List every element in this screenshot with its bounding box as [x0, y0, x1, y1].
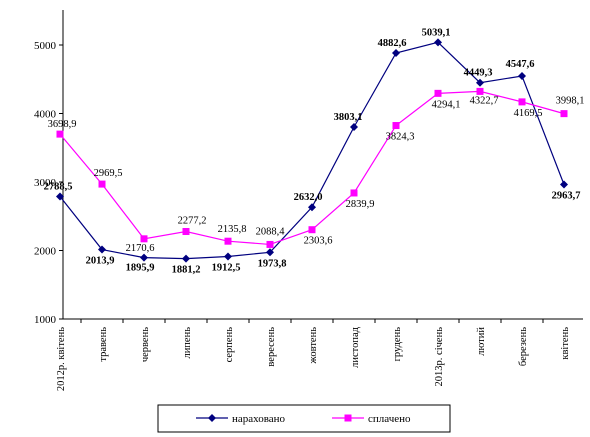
point-accrued — [308, 203, 316, 212]
point-paid — [434, 89, 442, 97]
data-label-paid: 4294,1 — [432, 99, 461, 110]
data-labels: 2788,5 2013,9 1895,9 1881,2 1912,5 1973,8 2632… — [44, 27, 585, 275]
point-accrued — [476, 78, 484, 87]
y-tick-label: 5000 — [34, 40, 57, 52]
data-label-paid: 2135,8 — [218, 224, 247, 235]
series-group — [56, 38, 568, 263]
point-paid — [392, 122, 400, 130]
legend-label-accrued: нараховано — [232, 413, 286, 425]
data-label-accrued: 5039,1 — [422, 27, 451, 38]
point-accrued — [434, 38, 442, 47]
x-tick-label: квітень — [560, 327, 571, 360]
point-paid — [182, 228, 190, 236]
data-label-paid: 3824,3 — [386, 132, 415, 143]
x-tick-label: 2013р. січень — [434, 327, 445, 387]
point-accrued — [98, 245, 106, 254]
x-tick-label: вересень — [266, 327, 277, 367]
point-accrued — [266, 248, 274, 257]
x-tick-label: травень — [98, 327, 109, 362]
legend-marker-paid — [344, 414, 352, 422]
data-label-accrued: 2963,7 — [552, 190, 581, 201]
data-label-accrued: 2013,9 — [86, 256, 115, 267]
point-paid — [560, 110, 568, 118]
point-paid — [266, 240, 274, 248]
series-line-paid — [59, 90, 565, 246]
point-accrued — [182, 254, 190, 263]
point-paid — [476, 87, 484, 95]
x-ticks: 2012р. квітень травень червень липень серпен… — [56, 319, 571, 391]
legend-label-paid: сплачено — [368, 413, 411, 425]
data-label-accrued: 1973,8 — [258, 258, 287, 269]
data-label-accrued: 1912,5 — [212, 262, 241, 273]
point-accrued — [56, 192, 64, 201]
y-tick-label: 2000 — [34, 246, 57, 258]
data-label-accrued: 4449,3 — [464, 68, 493, 79]
x-tick-label: грудень — [392, 327, 403, 362]
point-paid — [518, 98, 526, 106]
x-tick-label: листопад — [350, 326, 361, 367]
data-label-accrued: 1881,2 — [172, 265, 201, 276]
data-label-accrued: 2632,0 — [294, 192, 323, 203]
point-accrued — [224, 252, 232, 261]
point-accrued — [560, 180, 568, 189]
legend-marker-accrued — [208, 414, 216, 422]
x-tick-label: березень — [518, 327, 529, 366]
point-paid — [140, 235, 148, 243]
point-paid — [350, 189, 358, 197]
x-tick-label: серпень — [224, 327, 235, 363]
data-label-paid: 2303,6 — [304, 236, 333, 247]
legend: нараховано сплачено — [157, 404, 451, 433]
x-tick-label: лютий — [476, 327, 487, 356]
data-label-accrued: 2788,5 — [44, 181, 73, 192]
point-paid — [224, 237, 232, 245]
point-accrued — [140, 253, 148, 262]
y-tick-label: 4000 — [34, 109, 57, 121]
point-accrued — [350, 122, 358, 131]
data-label-paid: 2839,9 — [346, 199, 375, 210]
x-tick-label: липень — [182, 327, 193, 359]
data-label-paid: 2277,2 — [178, 216, 207, 227]
data-label-paid: 3698,9 — [48, 119, 77, 130]
y-ticks: 1000 2000 3000 4000 5000 — [34, 40, 63, 326]
point-paid — [308, 226, 316, 234]
data-label-paid: 4169,5 — [514, 108, 543, 119]
point-paid — [98, 180, 106, 188]
y-tick-label: 3000 — [34, 177, 57, 189]
data-label-accrued: 4547,6 — [506, 59, 535, 70]
point-paid — [56, 130, 64, 138]
x-tick-label: жовтень — [308, 327, 319, 365]
point-accrued — [518, 71, 526, 80]
point-accrued — [392, 49, 400, 58]
data-label-accrued: 3803,1 — [334, 112, 363, 123]
data-label-paid: 2170,6 — [126, 243, 155, 254]
data-label-paid: 4322,7 — [470, 95, 499, 106]
x-tick-label: червень — [140, 327, 151, 362]
data-label-paid: 2088,4 — [256, 226, 286, 237]
data-label-paid: 3998,1 — [556, 96, 585, 107]
x-tick-label: 2012р. квітень — [56, 327, 67, 391]
data-label-paid: 2969,5 — [94, 168, 123, 179]
y-tick-label: 1000 — [34, 314, 57, 326]
data-label-accrued: 4882,6 — [378, 38, 407, 49]
data-label-accrued: 1895,9 — [126, 263, 155, 274]
